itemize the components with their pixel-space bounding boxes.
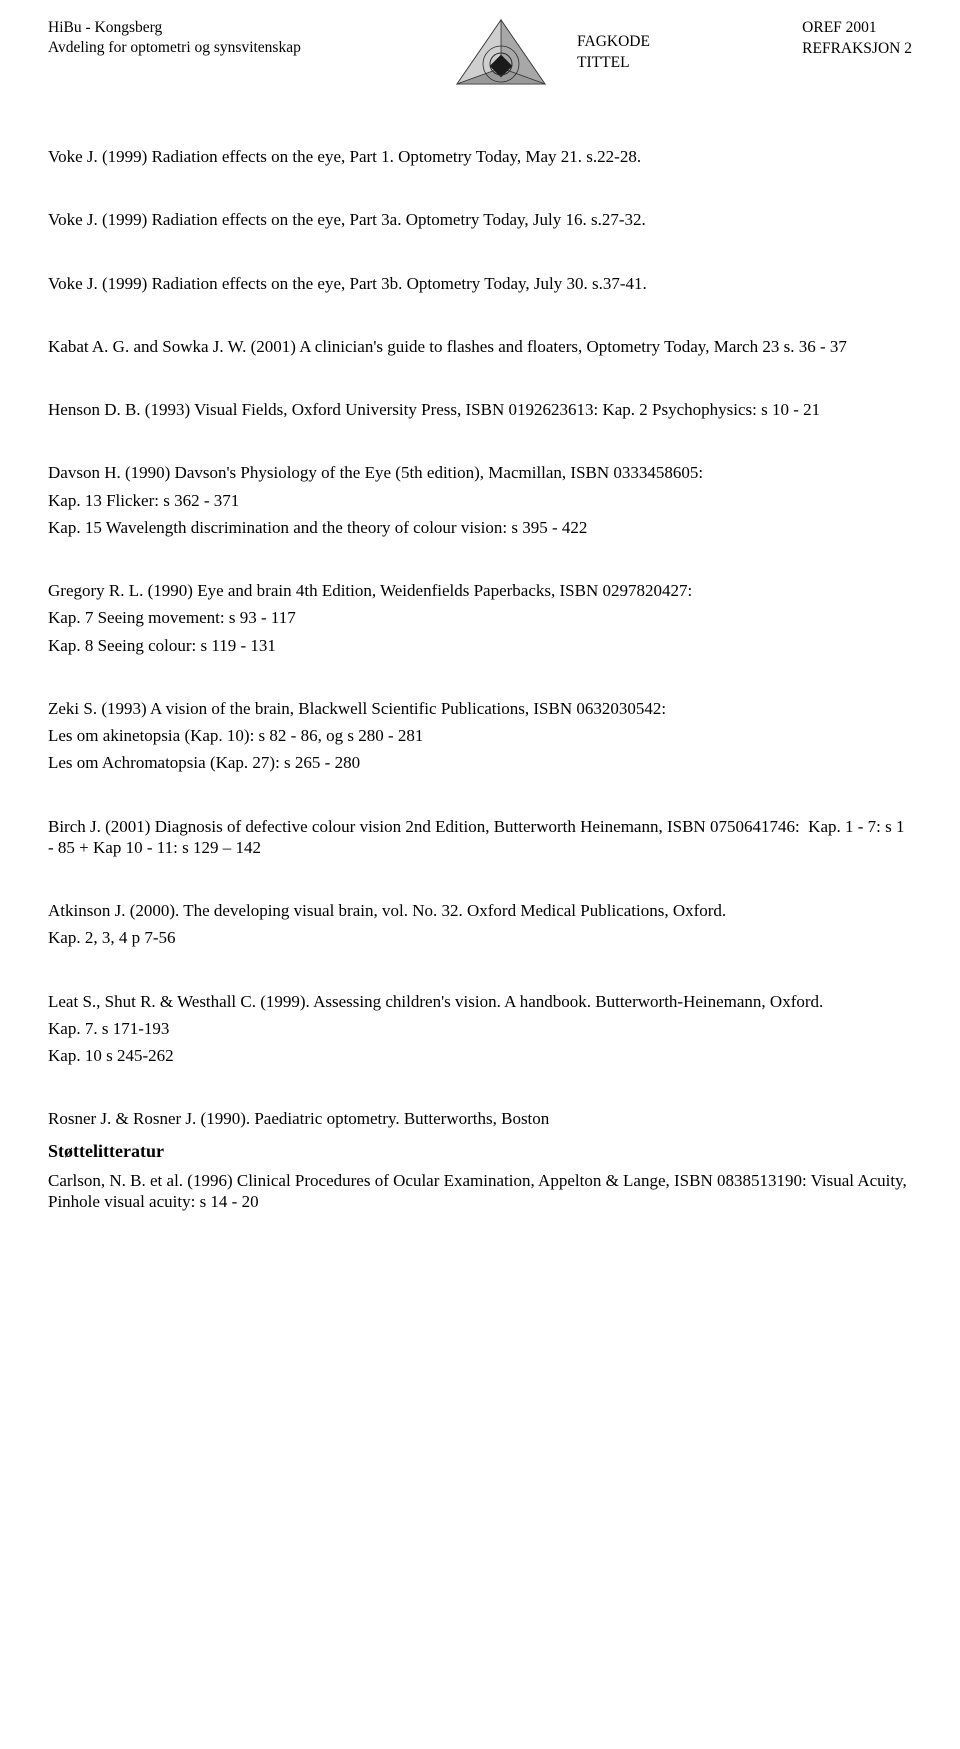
reference-subline: Kap. 8 Seeing colour: s 119 - 131 — [48, 635, 912, 656]
reference-text: Carlson, N. B. et al. (1996) Clinical Pr… — [48, 1170, 912, 1213]
support-literature-heading: Støttelitteratur — [48, 1140, 912, 1163]
header-course-code: OREF 2001 — [802, 18, 912, 39]
reference-entry: Voke J. (1999) Radiation effects on the … — [48, 209, 912, 230]
reference-text: Zeki S. (1993) A vision of the brain, Bl… — [48, 698, 912, 719]
reference-text: Birch J. (2001) Diagnosis of defective c… — [48, 816, 912, 859]
reference-text: Voke J. (1999) Radiation effects on the … — [48, 209, 912, 230]
reference-entry: Atkinson J. (2000). The developing visua… — [48, 900, 912, 949]
header-center: FAGKODE TITTEL — [453, 18, 650, 88]
tetra-logo-icon — [453, 18, 549, 88]
reference-text: Leat S., Shut R. & Westhall C. (1999). A… — [48, 991, 912, 1012]
reference-subline: Les om Achromatopsia (Kap. 27): s 265 - … — [48, 752, 912, 773]
reference-entry: Rosner J. & Rosner J. (1990). Paediatric… — [48, 1108, 912, 1129]
reference-entry: Davson H. (1990) Davson's Physiology of … — [48, 462, 912, 538]
header-meta-tittel: TITTEL — [577, 53, 650, 74]
header-institution-line1: HiBu - Kongsberg — [48, 18, 301, 38]
header-institution-line2: Avdeling for optometri og synsvitenskap — [48, 38, 301, 58]
reference-entry: Voke J. (1999) Radiation effects on the … — [48, 146, 912, 167]
header-meta: FAGKODE TITTEL — [577, 32, 650, 74]
reference-subline: Kap. 15 Wavelength discrimination and th… — [48, 517, 912, 538]
reference-text: Rosner J. & Rosner J. (1990). Paediatric… — [48, 1108, 912, 1129]
reference-entry: Henson D. B. (1993) Visual Fields, Oxfor… — [48, 399, 912, 420]
reference-text: Davson H. (1990) Davson's Physiology of … — [48, 462, 912, 483]
header-meta-fagkode: FAGKODE — [577, 32, 650, 53]
header-course: OREF 2001 REFRAKSJON 2 — [802, 18, 912, 60]
reference-entry: Zeki S. (1993) A vision of the brain, Bl… — [48, 698, 912, 774]
header-course-name: REFRAKSJON 2 — [802, 39, 912, 60]
reference-list: Voke J. (1999) Radiation effects on the … — [48, 146, 912, 1130]
reference-text: Voke J. (1999) Radiation effects on the … — [48, 273, 912, 294]
reference-entry: Voke J. (1999) Radiation effects on the … — [48, 273, 912, 294]
reference-entry: Leat S., Shut R. & Westhall C. (1999). A… — [48, 991, 912, 1067]
reference-text: Atkinson J. (2000). The developing visua… — [48, 900, 912, 921]
reference-entry: Gregory R. L. (1990) Eye and brain 4th E… — [48, 580, 912, 656]
reference-subline: Kap. 10 s 245-262 — [48, 1045, 912, 1066]
reference-entry: Kabat A. G. and Sowka J. W. (2001) A cli… — [48, 336, 912, 357]
reference-text: Voke J. (1999) Radiation effects on the … — [48, 146, 912, 167]
reference-subline: Kap. 13 Flicker: s 362 - 371 — [48, 490, 912, 511]
reference-subline: Kap. 2, 3, 4 p 7-56 — [48, 927, 912, 948]
reference-subline: Kap. 7. s 171-193 — [48, 1018, 912, 1039]
reference-subline: Les om akinetopsia (Kap. 10): s 82 - 86,… — [48, 725, 912, 746]
support-literature-entry: Carlson, N. B. et al. (1996) Clinical Pr… — [48, 1170, 912, 1213]
page-header: HiBu - Kongsberg Avdeling for optometri … — [48, 18, 912, 88]
header-institution: HiBu - Kongsberg Avdeling for optometri … — [48, 18, 301, 58]
reference-text: Henson D. B. (1993) Visual Fields, Oxfor… — [48, 399, 912, 420]
reference-subline: Kap. 7 Seeing movement: s 93 - 117 — [48, 607, 912, 628]
reference-entry: Birch J. (2001) Diagnosis of defective c… — [48, 816, 912, 859]
reference-text: Kabat A. G. and Sowka J. W. (2001) A cli… — [48, 336, 912, 357]
reference-text: Gregory R. L. (1990) Eye and brain 4th E… — [48, 580, 912, 601]
